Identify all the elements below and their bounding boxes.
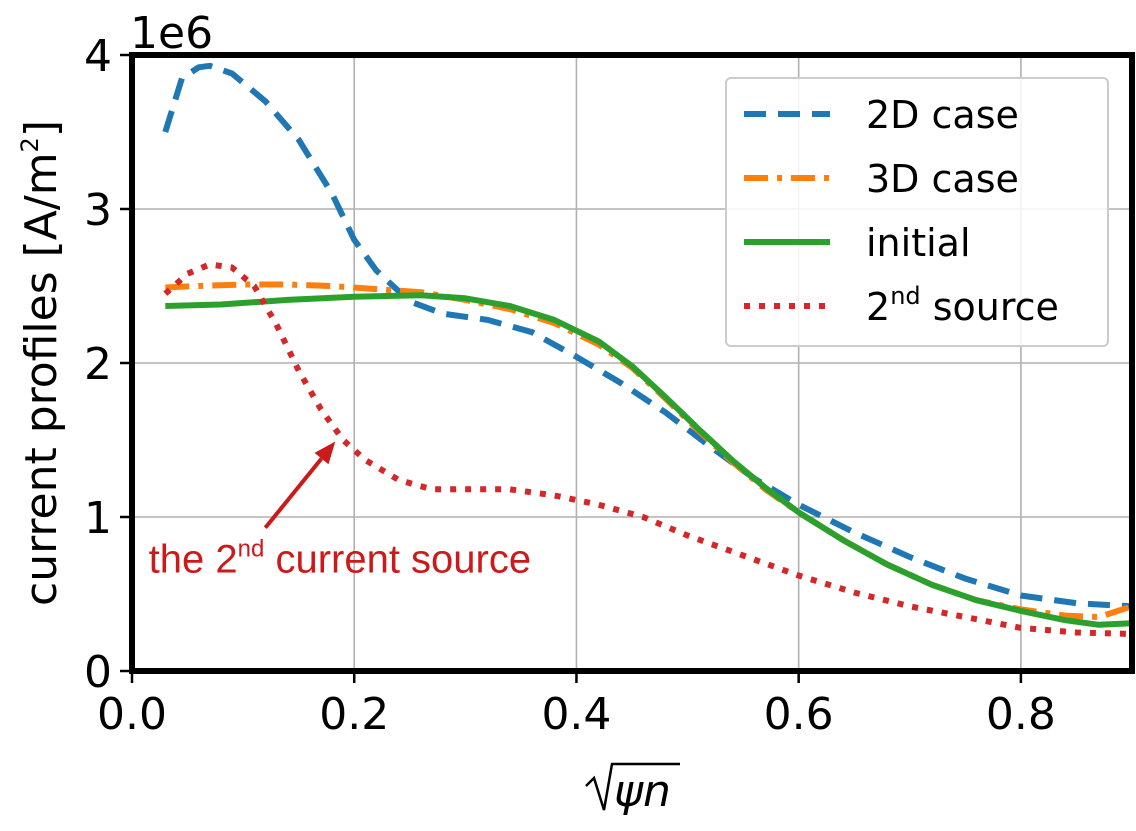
legend-entry: initial bbox=[866, 221, 971, 265]
x-tick-label: 0.0 bbox=[97, 689, 167, 740]
legend-entry: 3D case bbox=[866, 157, 1019, 201]
annotation-text-sup: nd bbox=[238, 535, 265, 562]
legend-entry-text: initial bbox=[866, 221, 971, 265]
y-tick-label: 0 bbox=[84, 647, 112, 698]
legend-entry-sup: nd bbox=[890, 282, 920, 310]
annotation-arrow-head bbox=[314, 441, 336, 465]
legend-entry: 2D case bbox=[866, 93, 1019, 137]
series-line-2nd-source bbox=[163, 261, 1132, 637]
legend-box bbox=[725, 77, 1109, 347]
legend-entry-text: 2D case bbox=[866, 93, 1019, 137]
x-tick-label: 0.8 bbox=[986, 689, 1056, 740]
y-tick-label: 3 bbox=[84, 185, 112, 236]
y-tick-label: 4 bbox=[84, 31, 112, 82]
y-tick-label: 1 bbox=[84, 493, 112, 544]
annotation-text-end: current source bbox=[264, 537, 531, 581]
legend-entry-end: source bbox=[921, 285, 1059, 329]
x-tick-label: 0.2 bbox=[319, 689, 389, 740]
series-layer bbox=[162, 62, 1132, 637]
annotation-text: the 2nd current source bbox=[149, 535, 531, 581]
x-axis-label-psi: ψn bbox=[614, 766, 671, 817]
legend-entry: 2nd source bbox=[866, 282, 1059, 329]
x-tick-label: 0.6 bbox=[764, 689, 834, 740]
legend: 2D case 3D case initial 2nd source bbox=[725, 77, 1109, 347]
annotation: the 2nd current source bbox=[149, 441, 531, 581]
sqrt-symbol bbox=[585, 762, 680, 811]
legend-entry-text: 3D case bbox=[866, 157, 1019, 201]
y-axis-label: current profiles [A/m2] bbox=[16, 120, 67, 606]
series-line-initial bbox=[165, 292, 1132, 628]
x-axis-label: ψn bbox=[585, 762, 680, 817]
x-tick-label: 0.4 bbox=[541, 689, 611, 740]
annotation-text-main: the 2 bbox=[149, 537, 238, 581]
offset-label: 1e6 bbox=[130, 8, 213, 59]
annotation-arrow-shaft bbox=[263, 457, 324, 530]
legend-entry-text: 2 bbox=[866, 285, 890, 329]
x-axis-label-text: ψn bbox=[614, 766, 671, 817]
y-tick-label: 2 bbox=[84, 339, 112, 390]
series-line-2d-case bbox=[162, 62, 1132, 610]
ticks: 0.0 0.2 0.4 0.6 0.8 0 1 2 3 4 bbox=[84, 31, 1056, 740]
